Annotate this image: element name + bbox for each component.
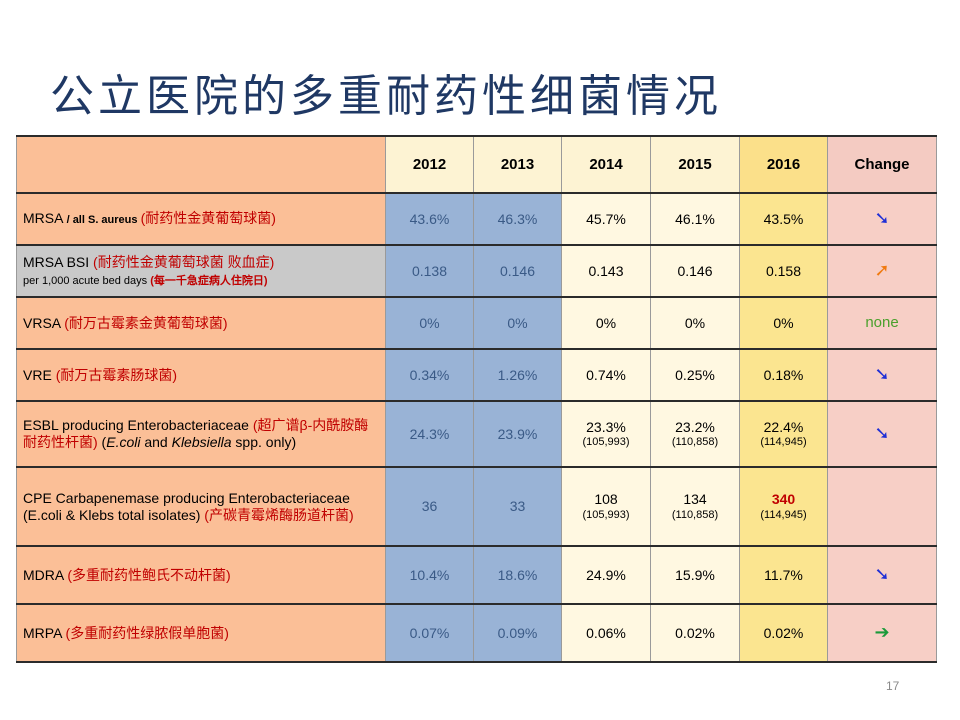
change-cell: ➘ bbox=[827, 193, 937, 246]
value-2016: 0% bbox=[739, 297, 828, 350]
change-cell: ➔ bbox=[827, 604, 937, 663]
value-2013: 33 bbox=[473, 467, 562, 547]
value-2012: 0.34% bbox=[385, 349, 474, 402]
arrow-down-right-icon: ➘ bbox=[874, 564, 890, 585]
header-year-2012: 2012 bbox=[385, 135, 474, 194]
value-2015: 0.146 bbox=[650, 245, 740, 298]
table-row-esbl: ESBL producing Enterobacteriaceae (超广谱β-… bbox=[16, 401, 937, 468]
row-label: VRE (耐万古霉素肠球菌) bbox=[16, 349, 386, 402]
header-year-2016: 2016 bbox=[739, 135, 828, 194]
row-label: MRSA / all S. aureus (耐药性金黄葡萄球菌) bbox=[16, 193, 386, 246]
value-2016: 43.5% bbox=[739, 193, 828, 246]
value-2015: 23.2% (110,858) bbox=[650, 401, 740, 468]
value-2015: 134 (110,858) bbox=[650, 467, 740, 547]
value-2013: 0.09% bbox=[473, 604, 562, 663]
value-2016: 0.18% bbox=[739, 349, 828, 402]
value-2014: 0.06% bbox=[561, 604, 651, 663]
value-2015: 0% bbox=[650, 297, 740, 350]
value-2013: 0% bbox=[473, 297, 562, 350]
value-2013: 23.9% bbox=[473, 401, 562, 468]
change-none-text: none bbox=[865, 314, 899, 331]
table-row-mrpa: MRPA (多重耐药性绿脓假单胞菌) 0.07% 0.09% 0.06% 0.0… bbox=[16, 604, 937, 663]
row-label: ESBL producing Enterobacteriaceae (超广谱β-… bbox=[16, 401, 386, 468]
value-2014: 0.74% bbox=[561, 349, 651, 402]
arrow-right-icon: ➔ bbox=[874, 622, 890, 643]
table-row-mrsa: MRSA / all S. aureus (耐药性金黄葡萄球菌) 43.6% 4… bbox=[16, 193, 937, 246]
value-2013: 0.146 bbox=[473, 245, 562, 298]
row-label: MRSA BSI (耐药性金黄葡萄球菌 败血症) per 1,000 acute … bbox=[16, 245, 386, 298]
header-label-cell bbox=[16, 135, 386, 194]
change-cell: ➚ bbox=[827, 245, 937, 298]
header-year-2013: 2013 bbox=[473, 135, 562, 194]
change-cell: none bbox=[827, 297, 937, 350]
value-2016: 22.4% (114,945) bbox=[739, 401, 828, 468]
value-2015: 0.25% bbox=[650, 349, 740, 402]
value-2015: 15.9% bbox=[650, 546, 740, 605]
change-cell: ➘ bbox=[827, 401, 937, 468]
value-2016: 11.7% bbox=[739, 546, 828, 605]
value-2012: 24.3% bbox=[385, 401, 474, 468]
value-2012: 43.6% bbox=[385, 193, 474, 246]
value-2015: 0.02% bbox=[650, 604, 740, 663]
value-2016: 340 (114,945) bbox=[739, 467, 828, 547]
table-row-mrsa-bsi: MRSA BSI (耐药性金黄葡萄球菌 败血症) per 1,000 acute … bbox=[16, 245, 937, 298]
slide-title: 公立医院的多重耐药性细菌情况 bbox=[50, 71, 722, 122]
value-2014: 108 (105,993) bbox=[561, 467, 651, 547]
value-2012: 0.07% bbox=[385, 604, 474, 663]
table-row-vre: VRE (耐万古霉素肠球菌) 0.34% 1.26% 0.74% 0.25% 0… bbox=[16, 349, 937, 402]
arrow-up-right-icon: ➚ bbox=[874, 260, 890, 281]
arrow-down-right-icon: ➘ bbox=[874, 208, 890, 229]
value-2013: 46.3% bbox=[473, 193, 562, 246]
row-label: CPE Carbapenemase producing Enterobacter… bbox=[16, 467, 386, 547]
arrow-down-right-icon: ➘ bbox=[874, 423, 890, 444]
header-row: 2012 2013 2014 2015 2016 Change bbox=[16, 135, 937, 194]
value-2012: 0.138 bbox=[385, 245, 474, 298]
value-2012: 0% bbox=[385, 297, 474, 350]
header-year-2014: 2014 bbox=[561, 135, 651, 194]
header-year-2015: 2015 bbox=[650, 135, 740, 194]
row-label: VRSA (耐万古霉素金黄葡萄球菌) bbox=[16, 297, 386, 350]
change-cell bbox=[827, 467, 937, 547]
table-row-vrsa: VRSA (耐万古霉素金黄葡萄球菌) 0% 0% 0% 0% 0% none bbox=[16, 297, 937, 350]
page-number: 17 bbox=[886, 679, 900, 693]
value-2014: 45.7% bbox=[561, 193, 651, 246]
value-2014: 0.143 bbox=[561, 245, 651, 298]
row-label: MDRA (多重耐药性鲍氏不动杆菌) bbox=[16, 546, 386, 605]
row-label: MRPA (多重耐药性绿脓假单胞菌) bbox=[16, 604, 386, 663]
value-2014: 24.9% bbox=[561, 546, 651, 605]
change-cell: ➘ bbox=[827, 546, 937, 605]
value-2013: 18.6% bbox=[473, 546, 562, 605]
header-change: Change bbox=[827, 135, 937, 194]
arrow-down-right-icon: ➘ bbox=[874, 364, 890, 385]
table-row-cpe: CPE Carbapenemase producing Enterobacter… bbox=[16, 467, 937, 547]
value-2012: 36 bbox=[385, 467, 474, 547]
value-2016: 0.02% bbox=[739, 604, 828, 663]
value-2014: 23.3% (105,993) bbox=[561, 401, 651, 468]
change-cell: ➘ bbox=[827, 349, 937, 402]
value-2015: 46.1% bbox=[650, 193, 740, 246]
table-row-mdra: MDRA (多重耐药性鲍氏不动杆菌) 10.4% 18.6% 24.9% 15.… bbox=[16, 546, 937, 605]
value-2012: 10.4% bbox=[385, 546, 474, 605]
value-2014: 0% bbox=[561, 297, 651, 350]
mdro-table: 2012 2013 2014 2015 2016 Change MRSA / a… bbox=[16, 135, 937, 663]
value-2013: 1.26% bbox=[473, 349, 562, 402]
value-2016: 0.158 bbox=[739, 245, 828, 298]
